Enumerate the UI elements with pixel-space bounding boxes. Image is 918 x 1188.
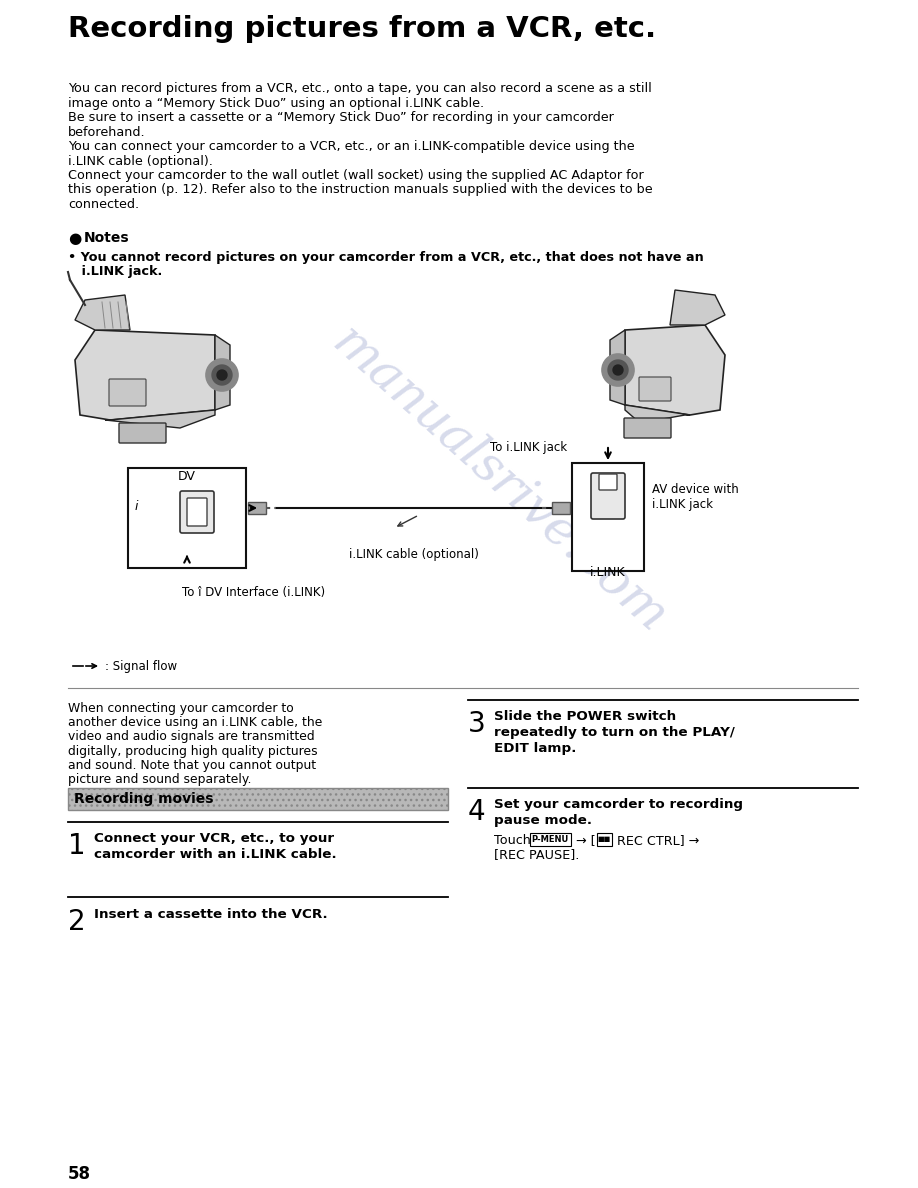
Text: → [: → [ (572, 834, 596, 847)
Polygon shape (105, 410, 215, 428)
Text: ■■: ■■ (598, 836, 610, 842)
Text: EDIT lamp.: EDIT lamp. (494, 742, 577, 756)
Text: 2: 2 (68, 908, 85, 936)
FancyBboxPatch shape (187, 498, 207, 526)
Text: You can connect your camcorder to a VCR, etc., or an i.LINK-compatible device us: You can connect your camcorder to a VCR,… (68, 140, 634, 153)
Text: i.LINK cable (optional).: i.LINK cable (optional). (68, 154, 213, 168)
Text: manualsrive.com: manualsrive.com (323, 317, 677, 643)
Polygon shape (610, 330, 625, 405)
Text: pause mode.: pause mode. (494, 814, 592, 827)
Text: 58: 58 (68, 1165, 91, 1183)
Circle shape (613, 365, 623, 375)
Text: ●: ● (68, 230, 82, 246)
FancyBboxPatch shape (624, 418, 671, 438)
Polygon shape (625, 326, 725, 415)
Text: Connect your VCR, etc., to your: Connect your VCR, etc., to your (94, 832, 334, 845)
Text: Slide the POWER switch: Slide the POWER switch (494, 710, 677, 723)
Text: To î DV Interface (i.LINK): To î DV Interface (i.LINK) (182, 586, 325, 599)
Text: 4: 4 (468, 798, 486, 826)
Circle shape (602, 354, 634, 386)
Text: To i.LINK jack: To i.LINK jack (490, 441, 567, 454)
Text: i.LINK jack: i.LINK jack (652, 498, 713, 511)
Text: REC CTRL] →: REC CTRL] → (613, 834, 700, 847)
Text: AV device with: AV device with (652, 484, 739, 497)
Text: another device using an i.LINK cable, the: another device using an i.LINK cable, th… (68, 716, 322, 729)
FancyBboxPatch shape (599, 474, 617, 489)
Bar (68, 788, 448, 810)
Text: this operation (p. 12). Refer also to the instruction manuals supplied with the : this operation (p. 12). Refer also to th… (68, 183, 653, 196)
Text: picture and sound separately.: picture and sound separately. (68, 773, 252, 786)
Text: Notes: Notes (84, 230, 129, 245)
Text: Recording pictures from a VCR, etc.: Recording pictures from a VCR, etc. (68, 15, 656, 43)
Text: Recording movies: Recording movies (74, 792, 214, 805)
Text: i.LINK: i.LINK (590, 565, 626, 579)
Bar (248, 503, 266, 514)
Polygon shape (670, 290, 725, 326)
Text: i.LINK jack.: i.LINK jack. (68, 265, 162, 278)
Text: i: i (134, 499, 138, 512)
Text: • You cannot record pictures on your camcorder from a VCR, etc., that does not h: • You cannot record pictures on your cam… (68, 251, 704, 264)
Text: [REC PAUSE].: [REC PAUSE]. (494, 848, 579, 861)
Circle shape (206, 359, 238, 391)
Text: P-MENU: P-MENU (532, 834, 568, 843)
Polygon shape (215, 335, 230, 410)
Text: You can record pictures from a VCR, etc., onto a tape, you can also record a sce: You can record pictures from a VCR, etc.… (68, 82, 652, 95)
FancyBboxPatch shape (572, 463, 644, 571)
FancyBboxPatch shape (591, 473, 625, 519)
Text: digitally, producing high quality pictures: digitally, producing high quality pictur… (68, 745, 318, 758)
Text: image onto a “Memory Stick Duo” using an optional i.LINK cable.: image onto a “Memory Stick Duo” using an… (68, 96, 484, 109)
Text: When connecting your camcorder to: When connecting your camcorder to (68, 702, 294, 715)
Polygon shape (75, 295, 130, 330)
Text: i.LINK cable (optional): i.LINK cable (optional) (349, 548, 479, 561)
FancyBboxPatch shape (180, 491, 214, 533)
Text: camcorder with an i.LINK cable.: camcorder with an i.LINK cable. (94, 848, 337, 861)
Text: video and audio signals are transmitted: video and audio signals are transmitted (68, 731, 315, 744)
FancyBboxPatch shape (530, 833, 570, 846)
Polygon shape (75, 330, 215, 421)
Circle shape (608, 360, 628, 380)
Circle shape (212, 365, 232, 385)
Text: beforehand.: beforehand. (68, 126, 146, 139)
FancyBboxPatch shape (639, 377, 671, 402)
Text: : Signal flow: : Signal flow (105, 661, 177, 672)
Bar (552, 503, 570, 514)
Text: DV: DV (178, 470, 196, 484)
Bar (68, 788, 448, 810)
FancyBboxPatch shape (109, 379, 146, 406)
FancyBboxPatch shape (128, 468, 246, 568)
Text: connected.: connected. (68, 198, 140, 211)
Text: 3: 3 (468, 710, 486, 738)
Circle shape (217, 369, 227, 380)
Text: Connect your camcorder to the wall outlet (wall socket) using the supplied AC Ad: Connect your camcorder to the wall outle… (68, 169, 644, 182)
Text: and sound. Note that you cannot output: and sound. Note that you cannot output (68, 759, 316, 772)
Text: 1: 1 (68, 832, 85, 860)
Text: Be sure to insert a cassette or a “Memory Stick Duo” for recording in your camco: Be sure to insert a cassette or a “Memor… (68, 110, 614, 124)
Text: Touch: Touch (494, 834, 535, 847)
FancyBboxPatch shape (597, 833, 611, 846)
Text: repeatedly to turn on the PLAY/: repeatedly to turn on the PLAY/ (494, 726, 734, 739)
Polygon shape (625, 405, 690, 423)
Text: Insert a cassette into the VCR.: Insert a cassette into the VCR. (94, 908, 328, 921)
FancyBboxPatch shape (119, 423, 166, 443)
Text: Set your camcorder to recording: Set your camcorder to recording (494, 798, 743, 811)
